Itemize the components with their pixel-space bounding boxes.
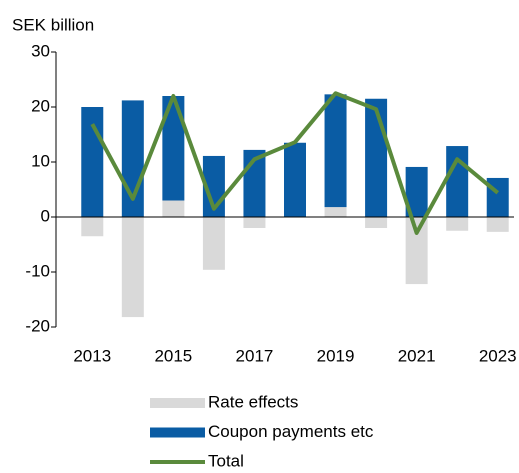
bar [405, 166, 428, 217]
bar [243, 217, 266, 228]
x-tick-label: 2015 [154, 346, 192, 365]
bar [81, 107, 104, 217]
bar [365, 98, 388, 217]
legend-label: Total [208, 451, 244, 468]
bar [162, 200, 185, 217]
bar [486, 217, 509, 232]
x-tick-label: 2023 [479, 346, 517, 365]
legend-label: Coupon payments etc [208, 422, 374, 441]
bar [446, 146, 469, 217]
x-tick-label: 2017 [236, 346, 274, 365]
y-axis-label: SEK billion [12, 15, 94, 34]
y-tick-label: -10 [25, 261, 50, 280]
bar [365, 217, 388, 228]
bar [324, 207, 347, 217]
bar [324, 94, 347, 208]
bar [202, 217, 225, 270]
y-tick-label: -20 [25, 316, 50, 335]
x-tick-label: 2013 [73, 346, 111, 365]
bar [162, 96, 185, 201]
bar [446, 217, 469, 231]
bar [81, 217, 104, 237]
y-tick-label: 20 [31, 96, 50, 115]
x-tick-label: 2019 [317, 346, 355, 365]
bar [284, 142, 306, 217]
x-tick-label: 2021 [398, 346, 436, 365]
legend-swatch [150, 398, 205, 408]
bar [121, 217, 144, 318]
legend-label: Rate effects [208, 392, 298, 411]
y-tick-label: 10 [31, 151, 50, 170]
bar [405, 217, 428, 285]
line [90, 91, 500, 235]
y-tick-label: 0 [41, 206, 50, 225]
bar [486, 177, 509, 217]
y-tick-label: 30 [31, 41, 50, 60]
legend-swatch [150, 427, 205, 438]
